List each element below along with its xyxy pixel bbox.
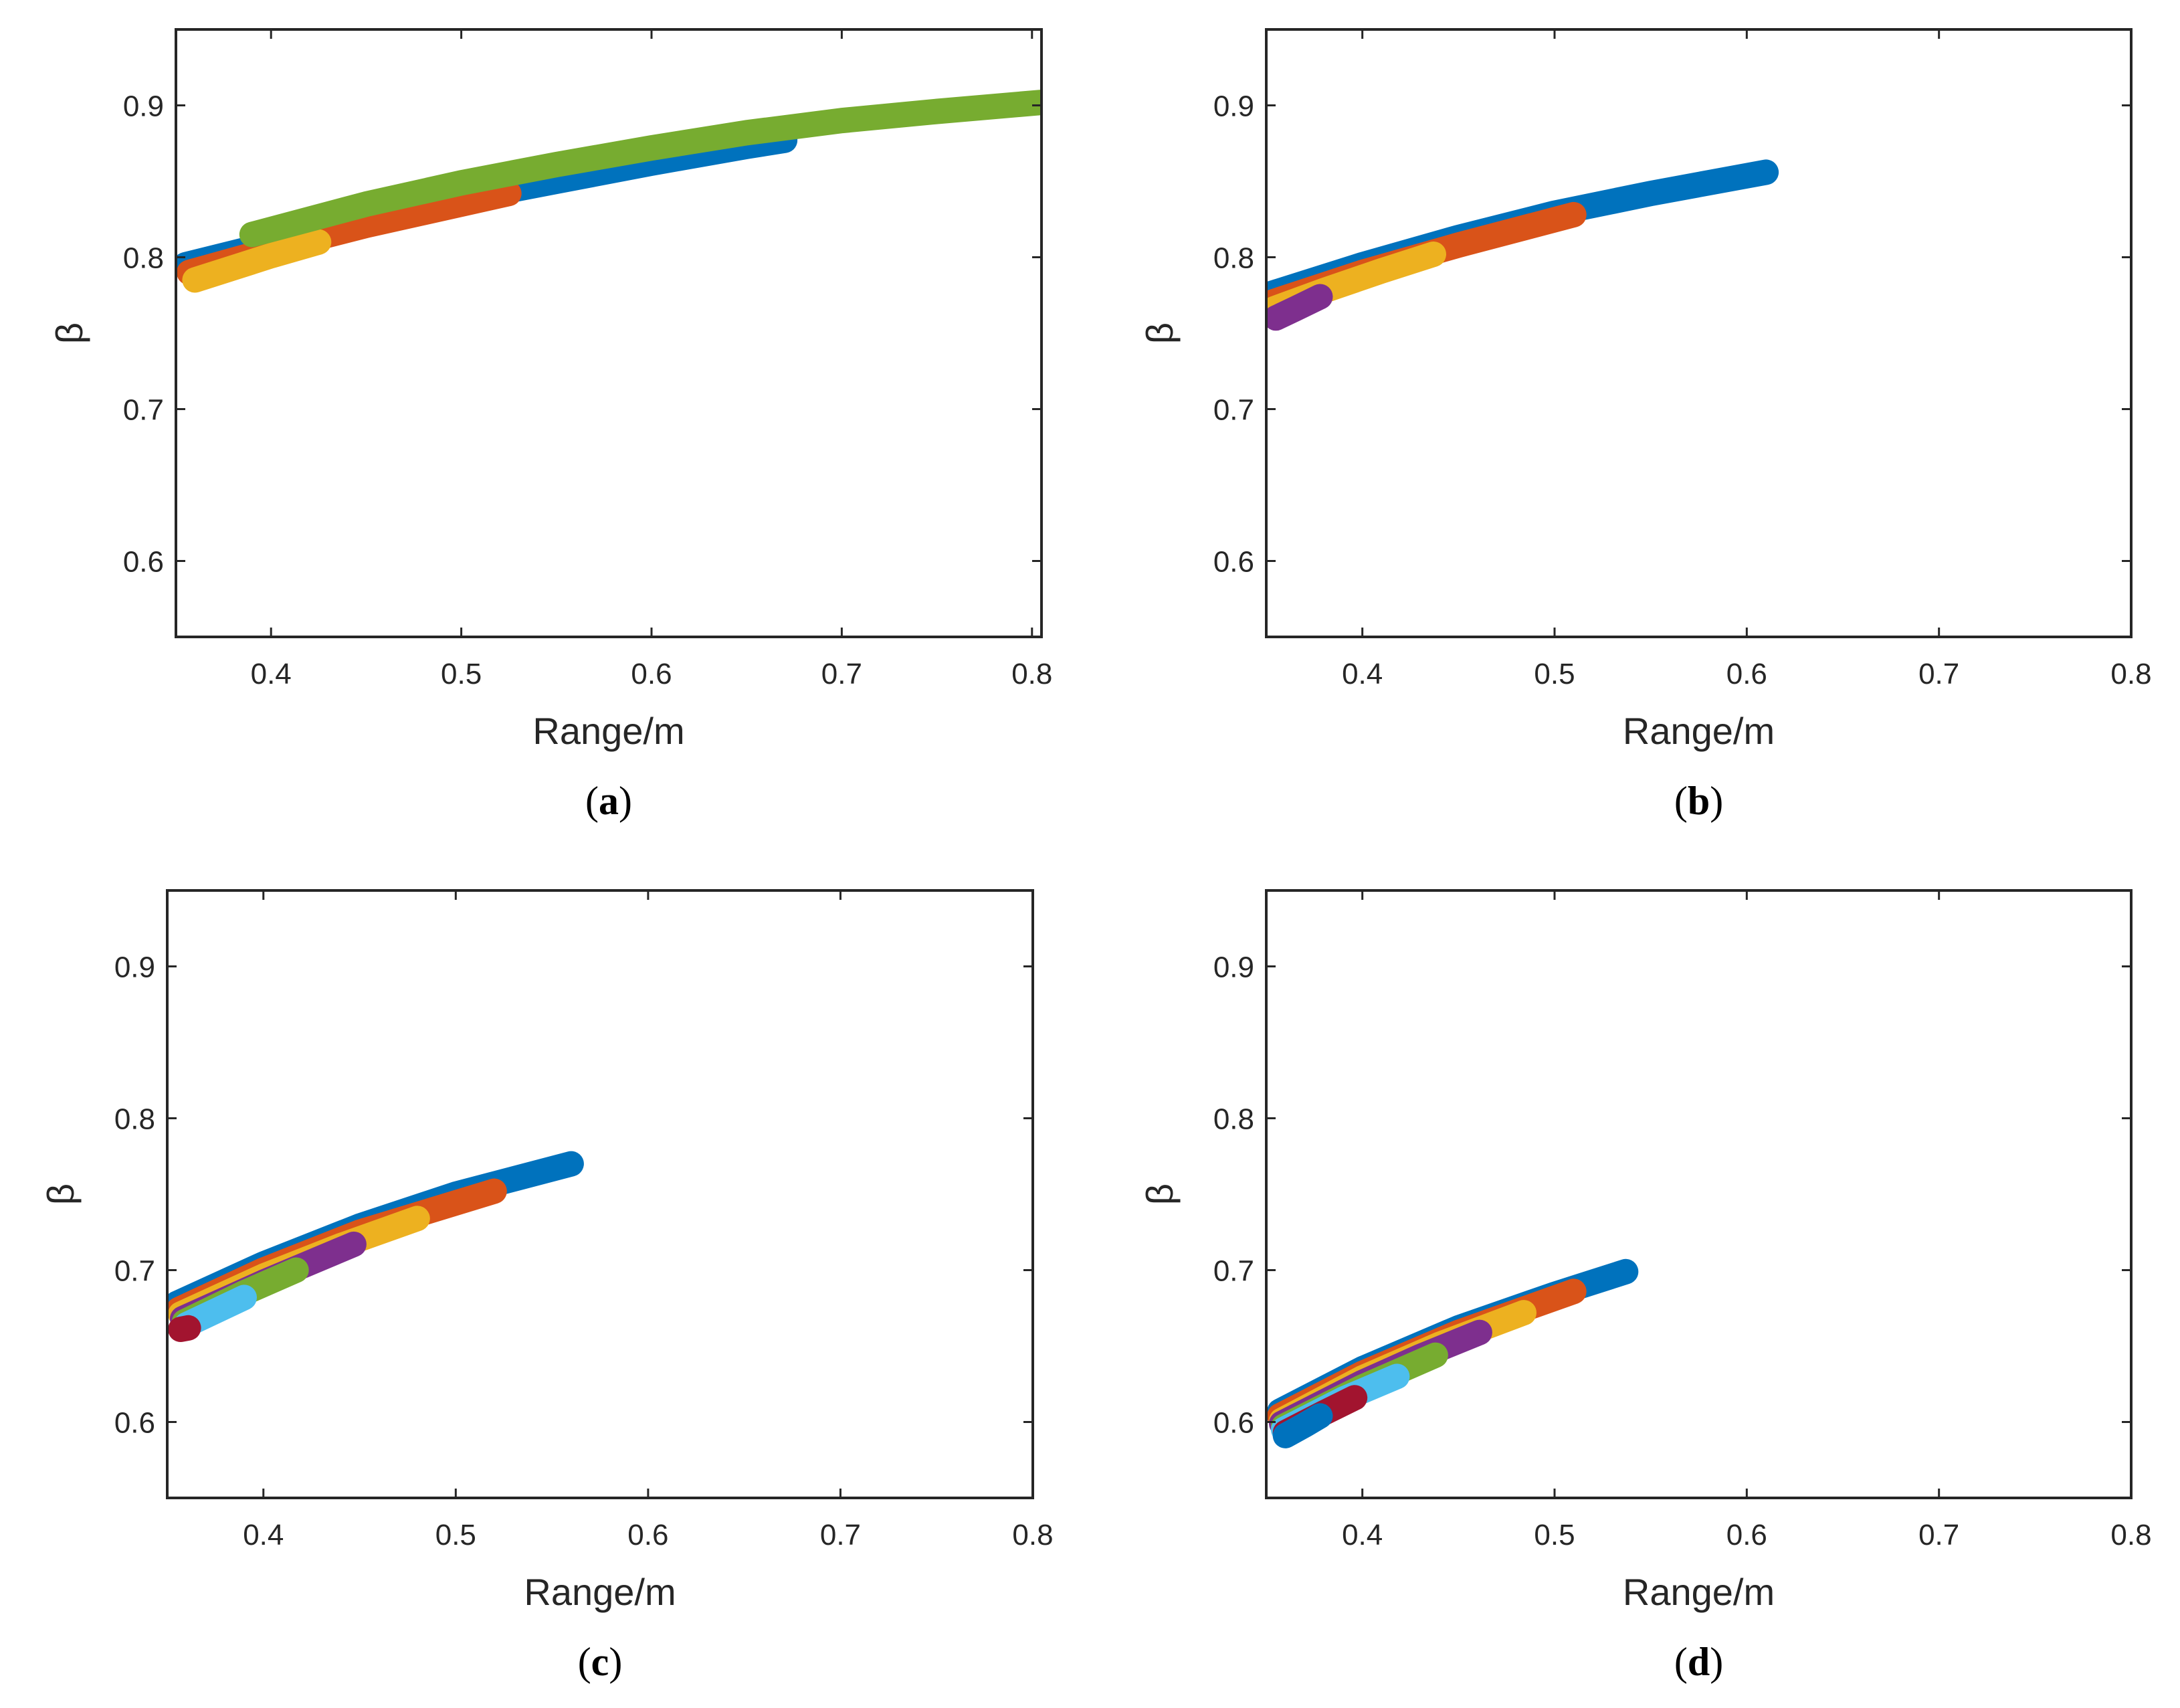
panel-a: 0.4 0.5 0.6 0.7 0.8 0.6 0.7 0.8 0.9 Range/m β (a): [48, 28, 1052, 823]
y-tick-label: 0.6: [1213, 1407, 1254, 1440]
y-axis-title: β: [1138, 1183, 1181, 1205]
y-tick-label: 0.6: [1213, 546, 1254, 579]
y-tick-label: 0.6: [123, 546, 164, 579]
x-tick-label: 0.4: [251, 658, 292, 690]
x-axis-title: Range/m: [532, 710, 684, 752]
x-axis-title: Range/m: [524, 1571, 676, 1613]
x-tick-label: 0.5: [441, 658, 482, 690]
x-tick-label: 0.6: [1726, 658, 1767, 690]
panel-c: 0.4 0.5 0.6 0.7 0.8 0.6 0.7 0.8 0.9 Range/m β (c): [39, 889, 1054, 1684]
y-tick-label: 0.9: [123, 90, 164, 123]
panel-caption-letter: b: [1688, 779, 1710, 823]
series-line-4: [1266, 284, 1333, 331]
y-tick-label: 0.6: [114, 1407, 155, 1440]
panel-b: 0.4 0.5 0.6 0.7 0.8 0.6 0.7 0.8 0.9 Range/m β (b): [1138, 28, 2152, 823]
y-tick-label: 0.9: [1213, 951, 1254, 984]
axes-box: [1265, 889, 2133, 1499]
series-line-4: [239, 90, 1042, 248]
x-tick-label: 0.7: [1918, 658, 1959, 690]
plot-area: [176, 90, 1042, 293]
y-tick-label: 0.9: [1213, 90, 1254, 123]
series-line-8: [1272, 1403, 1333, 1448]
axes-box: [1265, 28, 2133, 638]
x-tick-label: 0.8: [1011, 658, 1052, 690]
x-tick-label: 0.5: [1534, 1519, 1575, 1551]
series-line-7: [168, 1315, 201, 1342]
x-tick-label: 0.5: [1534, 658, 1575, 690]
panel-caption: (b): [1674, 779, 1723, 823]
x-tick-label: 0.4: [243, 1519, 284, 1551]
x-tick-label: 0.6: [1726, 1519, 1767, 1551]
x-tick-label: 0.8: [2110, 1519, 2151, 1551]
y-tick-label: 0.7: [1213, 1255, 1254, 1288]
y-tick-label: 0.8: [1213, 1103, 1254, 1136]
y-tick-label: 0.8: [1213, 242, 1254, 275]
plot-area: [1267, 1258, 1639, 1448]
series-line-3: [182, 229, 332, 293]
y-tick-label: 0.9: [114, 951, 155, 984]
plot-area: [1266, 159, 1779, 331]
x-axis-title: Range/m: [1623, 1571, 1775, 1613]
x-tick-label: 0.6: [631, 658, 672, 690]
panel-caption: (a): [585, 779, 632, 823]
y-tick-label: 0.7: [114, 1255, 155, 1288]
axes-box: [175, 28, 1043, 638]
panel-caption-letter: c: [591, 1640, 609, 1684]
x-tick-label: 0.6: [627, 1519, 668, 1551]
y-tick-label: 0.7: [1213, 394, 1254, 427]
y-axis-title: β: [39, 1183, 82, 1205]
x-tick-label: 0.7: [1918, 1519, 1959, 1551]
x-tick-label: 0.7: [820, 1519, 861, 1551]
y-tick-label: 0.8: [114, 1103, 155, 1136]
y-axis-title: β: [1138, 322, 1181, 344]
x-tick-label: 0.8: [1012, 1519, 1053, 1551]
panel-caption: (d): [1674, 1640, 1723, 1684]
x-tick-label: 0.5: [435, 1519, 476, 1551]
y-tick-label: 0.8: [123, 242, 164, 275]
panel-d: 0.4 0.5 0.6 0.7 0.8 0.6 0.7 0.8 0.9 Range/m β (d): [1138, 889, 2152, 1684]
y-tick-label: 0.7: [123, 394, 164, 427]
y-axis-title: β: [48, 322, 90, 344]
x-tick-label: 0.4: [1342, 1519, 1383, 1551]
x-tick-label: 0.8: [2110, 658, 2151, 690]
axes-box: [166, 889, 1034, 1499]
x-tick-label: 0.7: [821, 658, 862, 690]
x-axis-title: Range/m: [1623, 710, 1775, 752]
panel-caption-letter: d: [1688, 1640, 1710, 1684]
x-tick-label: 0.4: [1342, 658, 1383, 690]
panel-caption: (c): [578, 1640, 623, 1684]
plot-area: [167, 1151, 584, 1342]
panel-caption-letter: a: [599, 779, 619, 823]
